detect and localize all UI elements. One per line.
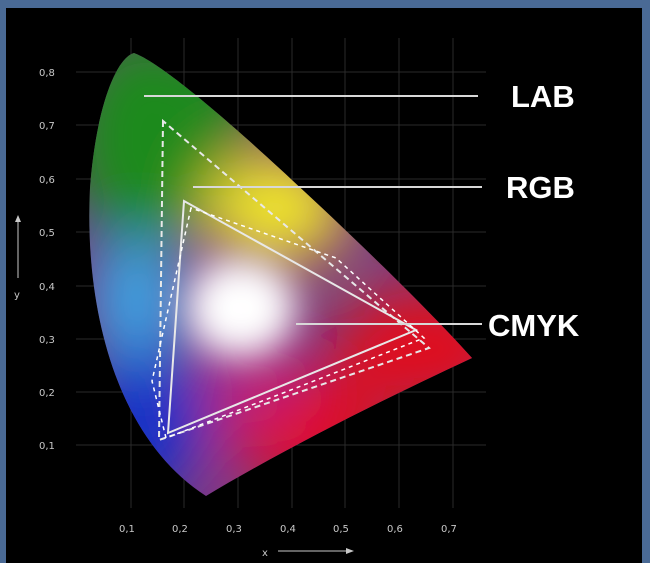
cmyk-gamut-outline bbox=[151, 207, 426, 440]
y-axis-arrowhead bbox=[15, 215, 21, 222]
y-tick: 0,4 bbox=[39, 282, 55, 293]
rgb-label: RGB bbox=[506, 170, 575, 205]
x-axis: 0,1 0,2 0,3 0,4 0,5 0,6 0,7 x bbox=[119, 524, 457, 559]
x-tick: 0,5 bbox=[333, 524, 349, 535]
y-tick: 0,6 bbox=[39, 175, 55, 186]
cmyk-label: CMYK bbox=[488, 308, 580, 343]
x-tick: 0,4 bbox=[280, 524, 296, 535]
y-axis: 0,8 0,7 0,6 0,5 0,4 0,3 0,2 0,1 y bbox=[14, 68, 55, 452]
cie-chromaticity-diagram: LAB RGB CMYK 0,8 0,7 0,6 0,5 0,4 0,3 0,2… bbox=[14, 38, 580, 559]
x-tick: 0,6 bbox=[387, 524, 403, 535]
spectral-locus bbox=[89, 53, 473, 496]
y-tick: 0,8 bbox=[39, 68, 55, 79]
x-tick: 0,7 bbox=[441, 524, 457, 535]
x-axis-arrowhead bbox=[346, 548, 354, 554]
y-tick: 0,1 bbox=[39, 441, 55, 452]
x-tick: 0,3 bbox=[226, 524, 242, 535]
x-tick: 0,2 bbox=[172, 524, 188, 535]
lab-label: LAB bbox=[511, 79, 575, 114]
diagram-frame: LAB RGB CMYK 0,8 0,7 0,6 0,5 0,4 0,3 0,2… bbox=[6, 8, 642, 563]
y-tick: 0,2 bbox=[39, 388, 55, 399]
lab-gamut-outline bbox=[157, 118, 431, 442]
y-tick: 0,7 bbox=[39, 121, 55, 132]
x-axis-label: x bbox=[262, 548, 268, 559]
y-axis-label: y bbox=[14, 290, 20, 301]
y-tick: 0,5 bbox=[39, 228, 55, 239]
x-tick: 0,1 bbox=[119, 524, 135, 535]
rgb-gamut-outline bbox=[166, 199, 419, 435]
y-tick: 0,3 bbox=[39, 335, 55, 346]
